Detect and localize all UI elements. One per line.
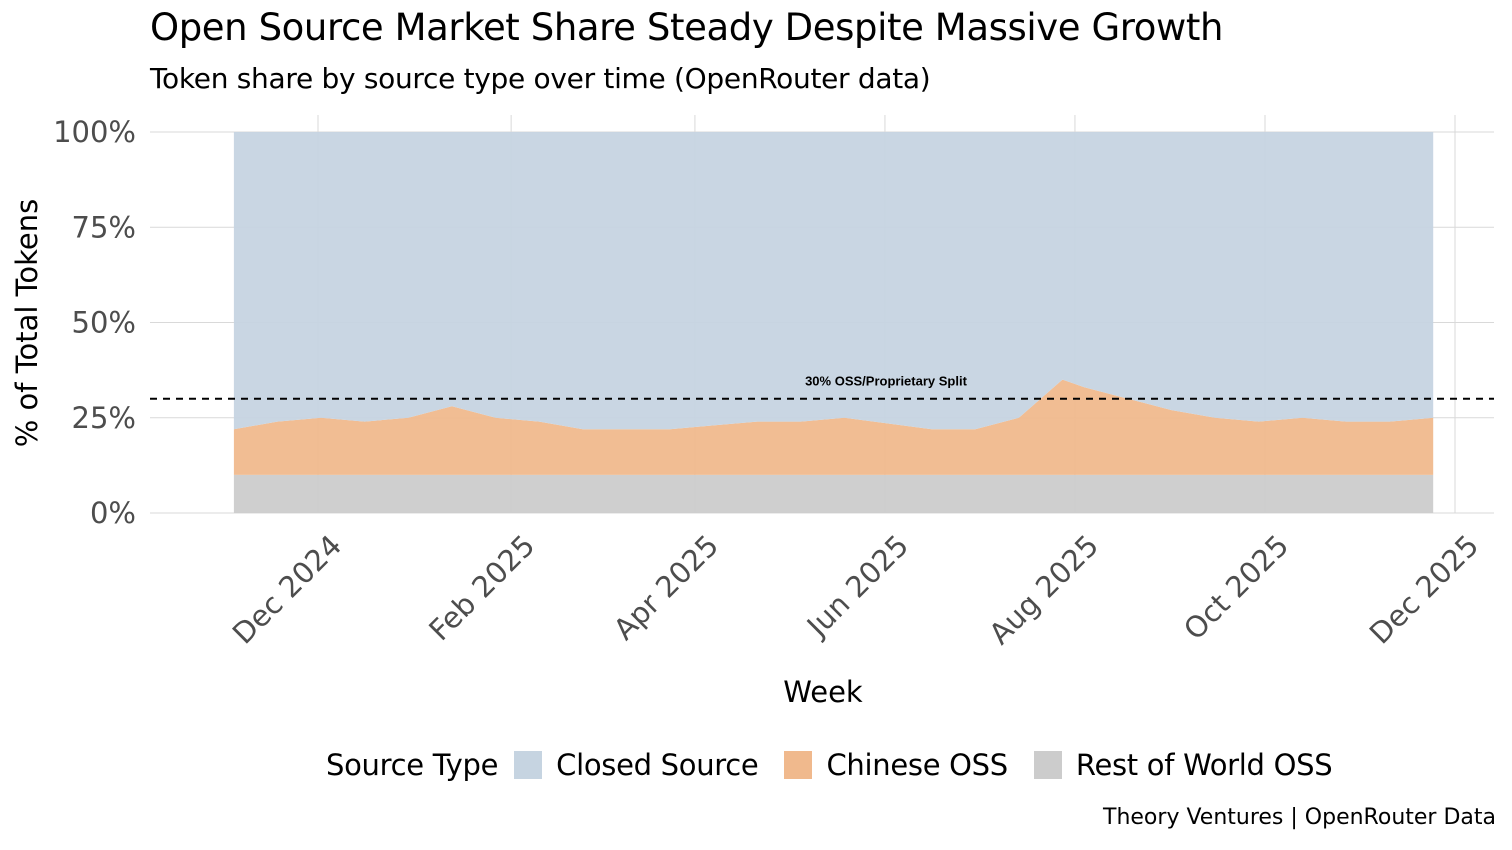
stacked-areas [233, 132, 1434, 513]
x-tick-label: Feb 2025 [422, 528, 541, 647]
area-closed-source [233, 132, 1434, 430]
y-axis-ticks: 0% 25% 50% 75% 100% [53, 115, 136, 530]
legend-swatch-chinese-oss [784, 751, 813, 779]
legend-label-chinese-oss: Chinese OSS [826, 748, 1008, 782]
x-tick-label: Dec 2024 [226, 528, 348, 650]
x-axis-ticks: Dec 2024 Feb 2025 Apr 2025 Jun 2025 Aug 2025… [226, 528, 1485, 651]
chart-subtitle: Token share by source type over time (Op… [150, 62, 931, 95]
x-tick-label: Oct 2025 [1177, 528, 1295, 646]
area-rest-of-world-oss [233, 474, 1434, 513]
x-axis-label: Week [783, 675, 863, 709]
x-tick-label: Aug 2025 [982, 528, 1105, 651]
area-chinese-oss [233, 379, 1434, 475]
chart-title: Open Source Market Share Steady Despite … [150, 6, 1223, 49]
source-caption: Theory Ventures | OpenRouter Data [1103, 805, 1496, 830]
reference-line-group: 30% OSS/Proprietary Split [150, 374, 1494, 400]
legend-swatch-closed-source [514, 751, 543, 779]
y-tick-label: 50% [72, 306, 136, 340]
y-tick-label: 75% [72, 210, 136, 244]
y-axis-label: % of Total Tokens [10, 199, 44, 448]
legend-label-rest-of-world-oss: Rest of World OSS [1075, 748, 1333, 782]
legend: Source Type Closed Source Chinese OSS Re… [326, 745, 1358, 785]
legend-title: Source Type [326, 748, 499, 782]
y-tick-label: 0% [90, 496, 136, 530]
y-tick-label: 100% [53, 115, 136, 149]
legend-swatch-rest-of-world-oss [1033, 751, 1062, 779]
y-tick-label: 25% [72, 401, 136, 435]
x-tick-label: Apr 2025 [607, 528, 725, 646]
x-tick-label: Dec 2025 [1363, 528, 1485, 650]
reference-line-label: 30% OSS/Proprietary Split [805, 374, 968, 389]
legend-label-closed-source: Closed Source [556, 748, 759, 782]
x-tick-label: Jun 2025 [799, 528, 915, 644]
